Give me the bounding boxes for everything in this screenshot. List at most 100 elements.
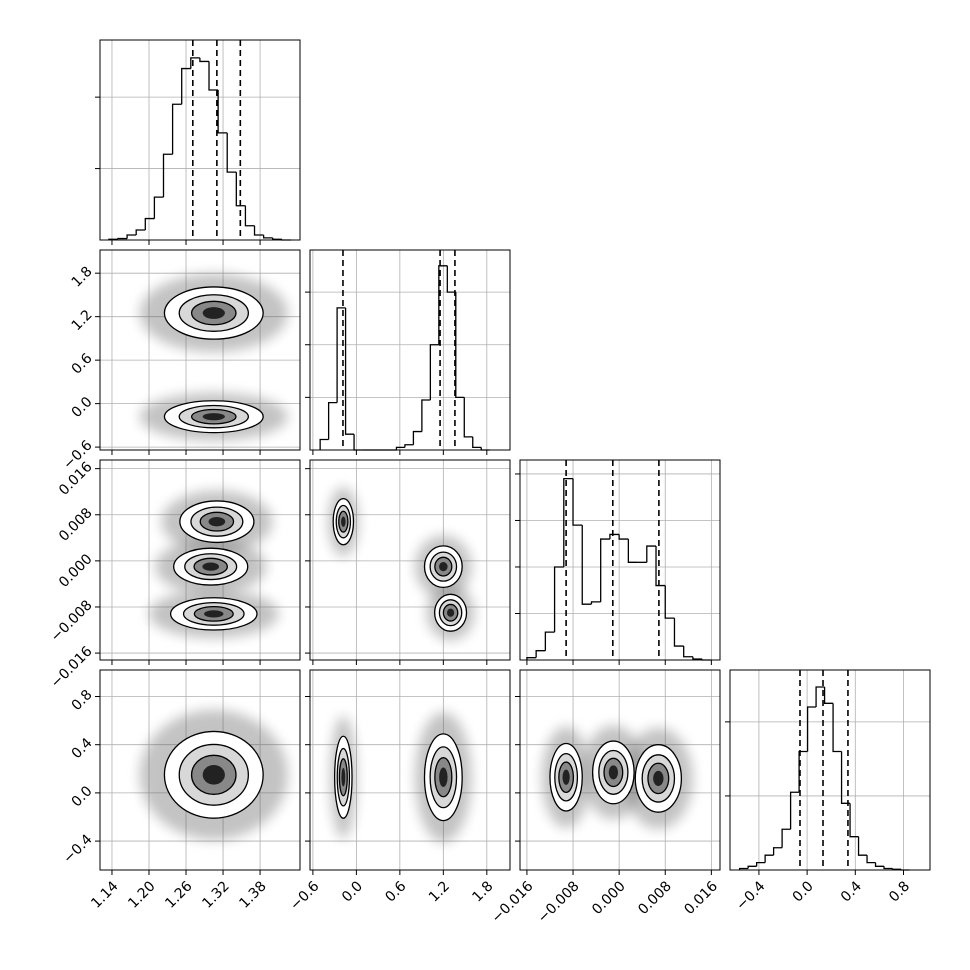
x-tick-label: 0.8 [886, 878, 913, 905]
panel-frame [309, 669, 511, 871]
x-tick-label: 0.016 [681, 878, 721, 918]
histogram-bin [171, 103, 182, 155]
x-tick-label: 0.0 [790, 878, 817, 905]
histogram-bin [344, 307, 355, 435]
histogram-bin [336, 307, 346, 403]
density-contour [608, 765, 619, 780]
panel-frame [99, 249, 301, 451]
x-tick-label: 1.32 [199, 878, 232, 911]
x-tick-label: −0.4 [733, 878, 768, 913]
density-contour [202, 413, 225, 421]
histogram-bin [683, 646, 693, 658]
histogram-bin [646, 545, 657, 563]
histogram-bin [849, 803, 859, 838]
density-contour [204, 610, 224, 618]
histogram-bin [618, 534, 629, 540]
histogram-bin [153, 196, 164, 219]
histogram-bin [798, 750, 808, 793]
histogram-bin [600, 538, 610, 602]
histogram-bin [832, 703, 842, 753]
histogram-bin [535, 650, 546, 658]
histogram-bin [319, 438, 329, 450]
histogram-bin [590, 601, 601, 605]
histogram-bin [883, 866, 893, 870]
density-panel [328, 487, 475, 641]
x-tick-label: −0.016 [489, 878, 537, 926]
histogram-bin [199, 57, 210, 63]
x-tick-label: 1.14 [88, 878, 121, 911]
panel-frame [309, 459, 511, 661]
x-tick-label: 1.20 [125, 878, 158, 911]
y-tick-label: −0.008 [48, 597, 96, 645]
density-panel [148, 490, 279, 639]
histogram-bin [117, 237, 128, 240]
histogram-bin [244, 205, 255, 227]
y-tick-label: 0.8 [69, 687, 96, 714]
x-tick-label: −0.6 [287, 878, 322, 913]
histogram-bin [891, 868, 902, 870]
x-tick-label: 0.4 [838, 878, 865, 905]
histogram-bin [664, 585, 675, 619]
density-contour [439, 561, 448, 572]
panel-frame [309, 249, 511, 451]
density-panel [330, 712, 472, 843]
y-tick-label: 0.000 [56, 551, 96, 591]
histogram-bin [472, 436, 482, 449]
y-tick-label: 0.6 [69, 350, 96, 377]
histogram-bin [874, 862, 885, 867]
histogram-bin [126, 234, 137, 239]
density-contour [202, 307, 225, 319]
panel-frame [519, 459, 721, 661]
density-contour [653, 770, 664, 787]
histogram-bin [421, 399, 431, 432]
x-tick-label: 0.6 [382, 878, 409, 905]
histogram-bin [609, 533, 620, 540]
histogram-bin [627, 539, 638, 563]
histogram-bin [692, 656, 703, 660]
histogram-bin [781, 828, 791, 848]
x-tick-label: 0.0 [339, 878, 366, 905]
histogram-bin [789, 791, 800, 830]
histogram-bin [353, 434, 363, 451]
histogram-bin [755, 861, 766, 867]
histogram-bin [208, 61, 219, 91]
histogram-bin [217, 90, 228, 134]
histogram-bin [463, 397, 473, 438]
y-tick-label: 0.008 [56, 505, 96, 545]
x-tick-label: 1.26 [162, 878, 195, 911]
y-tick-label: −0.4 [60, 831, 95, 866]
histogram-bin [747, 865, 757, 869]
histogram-bin [190, 57, 200, 69]
histogram-bin [395, 446, 405, 450]
x-tick-label: 1.2 [426, 878, 453, 905]
x-tick-label: 1.38 [236, 878, 269, 911]
histogram-bin [655, 546, 666, 587]
y-tick-label: −0.016 [48, 643, 96, 691]
histogram-bin [563, 477, 574, 567]
histogram-bin [857, 836, 868, 856]
panel-frame [99, 669, 301, 871]
histogram-bin [438, 265, 448, 345]
panel-frame [519, 669, 721, 871]
density-contour [446, 608, 455, 617]
y-tick-label: 1.8 [69, 264, 96, 291]
histogram-bin [866, 855, 876, 864]
density-panel [541, 725, 693, 830]
x-tick-label: −0.008 [535, 878, 583, 926]
density-contour [341, 768, 346, 787]
histogram-bin [772, 847, 783, 856]
histogram-bin [429, 344, 439, 400]
histogram-bin [253, 225, 264, 236]
histogram-bin [544, 631, 555, 651]
histogram-bin [455, 292, 465, 399]
histogram-bin [327, 401, 338, 440]
density-contour [208, 517, 226, 527]
histogram-bin [823, 687, 834, 704]
histogram-bin [235, 172, 246, 207]
histogram-bin [526, 657, 537, 660]
x-tick-label: 0.000 [589, 878, 629, 918]
histogram-bin [764, 854, 774, 863]
histogram-bin [572, 478, 583, 526]
histogram-bin [806, 706, 817, 752]
